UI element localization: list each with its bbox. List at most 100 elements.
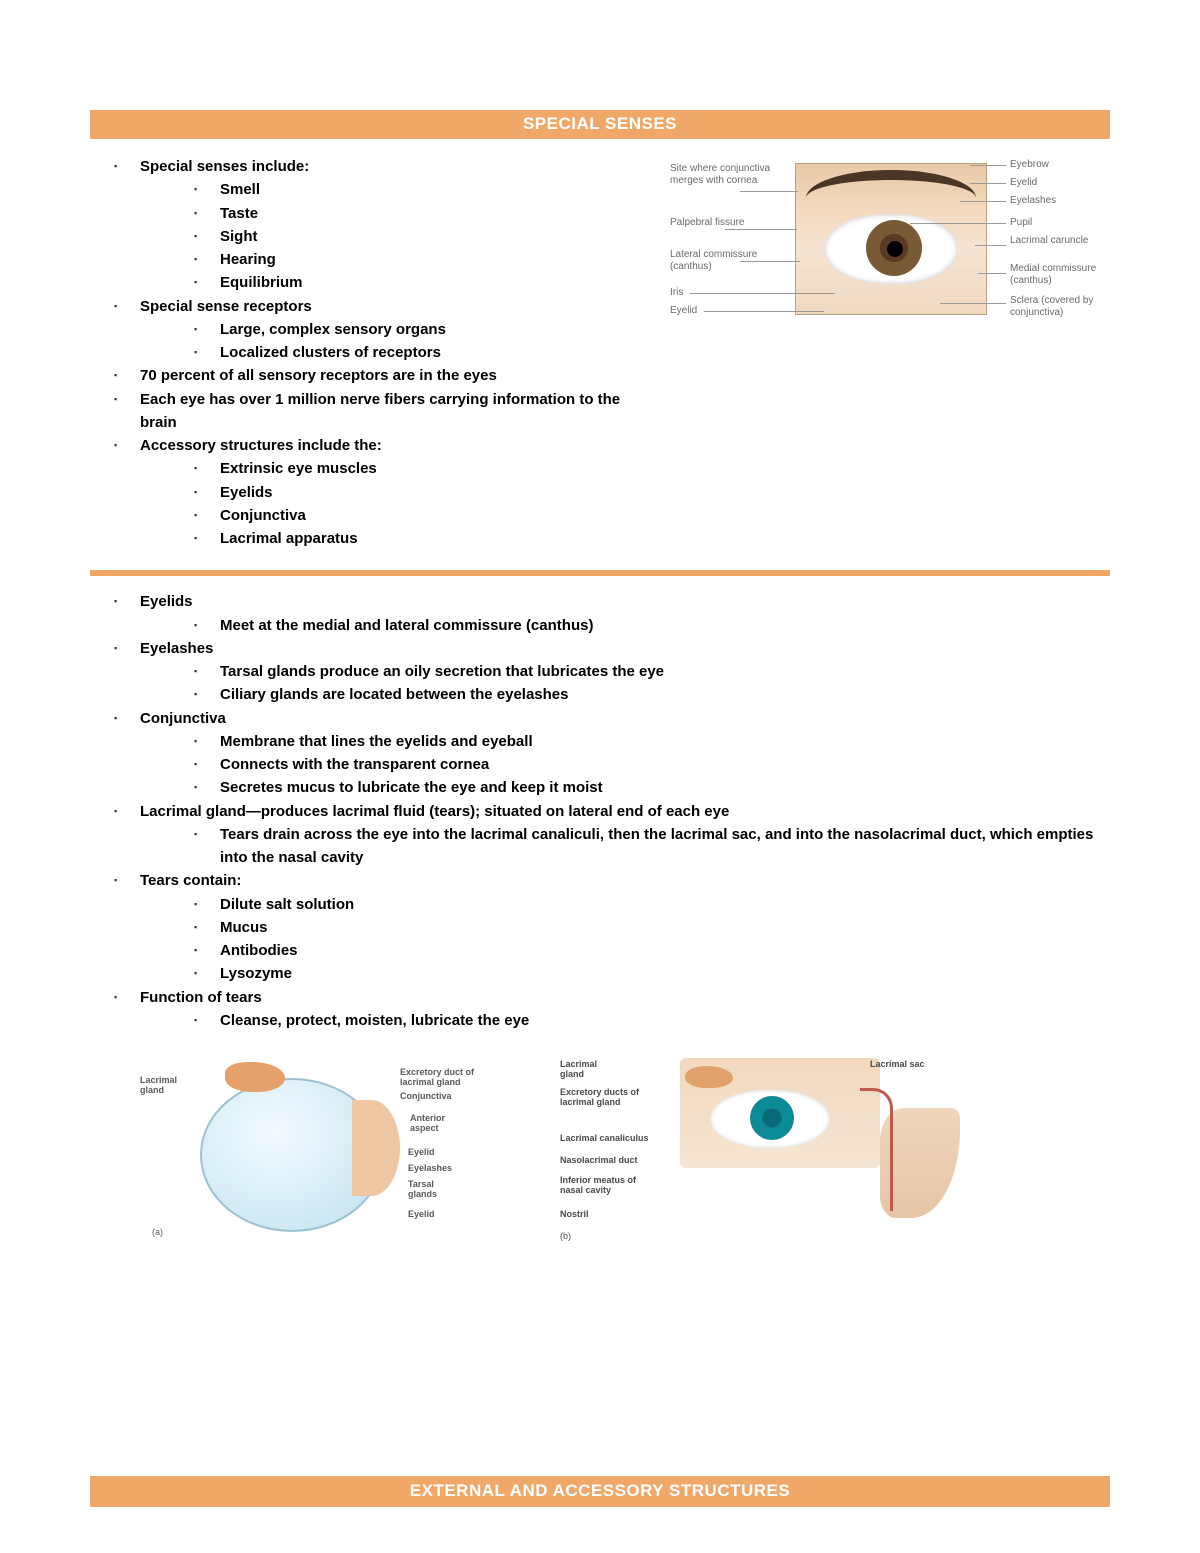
list-item: Tears drain across the eye into the lacr… [220, 823, 1110, 870]
leader-line [740, 261, 800, 262]
list-text: Tears contain: [140, 872, 241, 889]
lacrimal-gland-shape [685, 1066, 733, 1088]
list-item: Function of tears Cleanse, protect, mois… [140, 986, 1110, 1033]
eye-anatomy-figure: Site where conjunctiva merges with corne… [670, 155, 1110, 335]
list-item: Mucus [220, 916, 1110, 939]
leader-line [970, 183, 1006, 184]
list-item: Accessory structures include the: Extrin… [140, 434, 650, 550]
list-item: Tarsal glands produce an oily secretion … [220, 660, 1110, 683]
list-text: Conjunctiva [140, 710, 226, 727]
leader-line [704, 311, 824, 312]
sublist: Extrinsic eye muscles Eyelids Conjunctiv… [140, 457, 650, 550]
nasolacrimal-duct-shape [860, 1088, 893, 1211]
list-item: Smell [220, 178, 650, 201]
figure-label: Lacrimal caruncle [1010, 235, 1100, 247]
figure-caption: (a) [152, 1228, 163, 1238]
list-accessory: Eyelids Meet at the medial and lateral c… [90, 590, 1110, 1032]
sublist: Meet at the medial and lateral commissur… [140, 614, 1110, 637]
figure-label: Eyelashes [1010, 195, 1056, 207]
figure-label: Excretory duct of lacrimal gland [400, 1068, 500, 1088]
figure-label: Nasolacrimal duct [560, 1156, 638, 1166]
section-1: Special senses include: Smell Taste Sigh… [90, 155, 1110, 556]
sublist: Dilute salt solution Mucus Antibodies Ly… [140, 893, 1110, 986]
list-item: Eyelids [220, 481, 650, 504]
list-item: Eyelashes Tarsal glands produce an oily … [140, 637, 1110, 707]
figure-label: Lacrimal canaliculus [560, 1134, 649, 1144]
list-item: Lacrimal gland—produces lacrimal fluid (… [140, 800, 1110, 870]
figure-label: Anterior aspect [410, 1114, 470, 1134]
figure-label: Eyelid [670, 305, 697, 317]
sublist: Smell Taste Sight Hearing Equilibrium [140, 178, 650, 294]
figure-label: Lacrimal sac [870, 1060, 925, 1070]
leader-line [940, 303, 1006, 304]
list-item: Taste [220, 202, 650, 225]
list-item: Conjunctiva [220, 504, 650, 527]
document-page: SPECIAL SENSES Special senses include: S… [0, 0, 1200, 1553]
figure-label: Eyelid [1010, 177, 1037, 189]
list-text: Special sense receptors [140, 298, 312, 315]
figure-label: Lacrimal gland [560, 1060, 620, 1080]
list-item: Localized clusters of receptors [220, 341, 650, 364]
eyebrow-shape [806, 170, 976, 198]
sublist: Tarsal glands produce an oily secretion … [140, 660, 1110, 707]
figure-a: Lacrimal gland Excretory duct of lacrima… [140, 1048, 500, 1248]
section-header-1: SPECIAL SENSES [90, 110, 1110, 139]
list-item: Eyelids Meet at the medial and lateral c… [140, 590, 1110, 637]
section-divider [90, 570, 1110, 576]
figure-label: Nostril [560, 1210, 589, 1220]
iris-shape [750, 1096, 794, 1140]
list-item: Each eye has over 1 million nerve fibers… [140, 388, 650, 435]
list-text: Lacrimal gland—produces lacrimal fluid (… [140, 803, 729, 820]
figure-label: Medial commissure (canthus) [1010, 263, 1105, 286]
figure-caption: (b) [560, 1232, 571, 1242]
list-item: Antibodies [220, 939, 1110, 962]
list-item: Connects with the transparent cornea [220, 753, 1110, 776]
figure-label: Eyelid [408, 1210, 435, 1220]
list-text: Special senses include: [140, 158, 309, 175]
list-senses: Special senses include: Smell Taste Sigh… [90, 155, 650, 550]
list-item: Cleanse, protect, moisten, lubricate the… [220, 1009, 1110, 1032]
section-header-2: EXTERNAL AND ACCESSORY STRUCTURES [90, 1476, 1110, 1507]
figure-label: Excretory ducts of lacrimal gland [560, 1088, 670, 1108]
list-item: Extrinsic eye muscles [220, 457, 650, 480]
leader-line [970, 165, 1006, 166]
list-item: Hearing [220, 248, 650, 271]
sublist: Membrane that lines the eyelids and eyeb… [140, 730, 1110, 800]
list-text: Eyelids [140, 593, 193, 610]
figure-label: Site where conjunctiva merges with corne… [670, 163, 780, 186]
figure-label: Eyebrow [1010, 159, 1049, 171]
list-item: Conjunctiva Membrane that lines the eyel… [140, 707, 1110, 800]
eyelid-section-shape [352, 1100, 400, 1196]
leader-line [960, 201, 1006, 202]
figure-b: Lacrimal gland Excretory ducts of lacrim… [560, 1048, 990, 1248]
list-text: Function of tears [140, 989, 262, 1006]
figure-label: Inferior meatus of nasal cavity [560, 1176, 660, 1196]
figure-label: Tarsal glands [408, 1180, 458, 1200]
leader-line [975, 245, 1006, 246]
list-item: Lacrimal apparatus [220, 527, 650, 550]
figure-label: Lacrimal gland [140, 1076, 195, 1096]
list-item: Ciliary glands are located between the e… [220, 683, 1110, 706]
list-item: Tears contain: Dilute salt solution Mucu… [140, 869, 1110, 985]
lacrimal-gland-shape [225, 1062, 285, 1092]
list-item: Lysozyme [220, 962, 1110, 985]
list-item: Sight [220, 225, 650, 248]
bottom-figures: Lacrimal gland Excretory duct of lacrima… [90, 1038, 1110, 1248]
list-item: Special senses include: Smell Taste Sigh… [140, 155, 650, 295]
list-item: Secretes mucus to lubricate the eye and … [220, 776, 1110, 799]
list-text: Eyelashes [140, 640, 213, 657]
list-text: Accessory structures include the: [140, 437, 382, 454]
figure-label: Conjunctiva [400, 1092, 452, 1102]
figure-label: Eyelashes [408, 1164, 452, 1174]
sublist: Cleanse, protect, moisten, lubricate the… [140, 1009, 1110, 1032]
figure-label: Eyelid [408, 1148, 435, 1158]
pupil-shape [887, 241, 903, 257]
sublist: Tears drain across the eye into the lacr… [140, 823, 1110, 870]
leader-line [740, 191, 798, 192]
section-1-text: Special senses include: Smell Taste Sigh… [90, 155, 650, 556]
figure-label: Sclera (covered by conjunctiva) [1010, 295, 1105, 318]
leader-line [910, 223, 1006, 224]
leader-line [978, 273, 1006, 274]
list-item: Large, complex sensory organs [220, 318, 650, 341]
list-item: Dilute salt solution [220, 893, 1110, 916]
